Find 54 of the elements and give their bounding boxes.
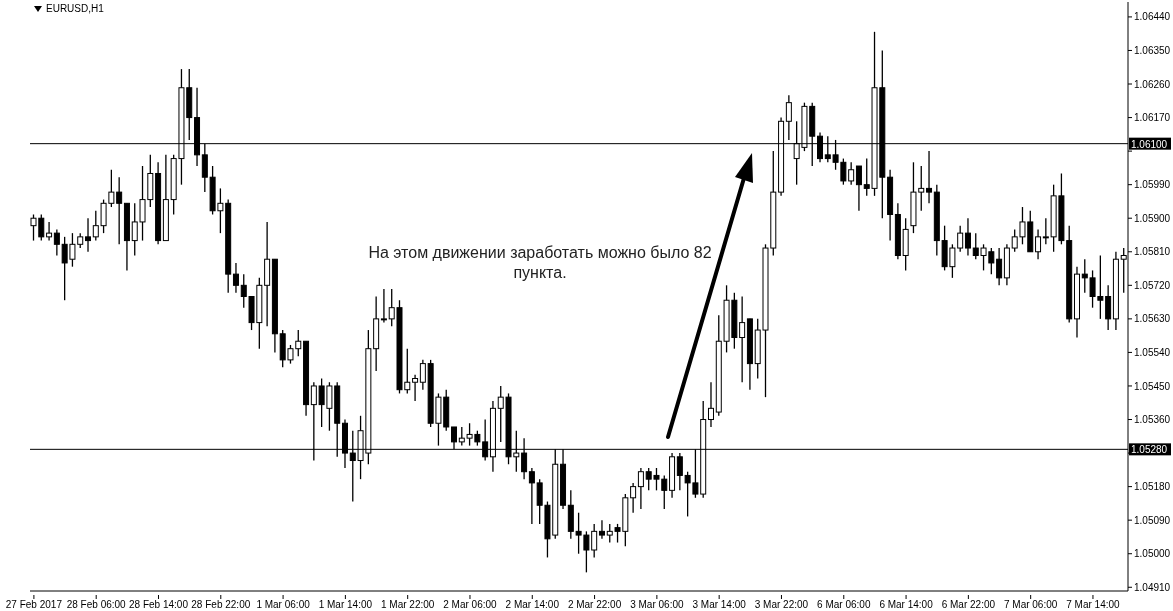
y-tick-label: 1.05180 — [1134, 481, 1171, 493]
ref-line-label: 1.06100 — [1131, 138, 1168, 150]
candlestick — [637, 467, 644, 510]
x-tick-label: 6 Mar 14:00 — [879, 599, 934, 610]
x-tick-label: 3 Mar 22:00 — [754, 599, 809, 610]
y-tick-label: 1.05810 — [1134, 246, 1171, 258]
y-tick-label: 1.04910 — [1134, 581, 1171, 593]
y-tick-label: 1.06440 — [1134, 11, 1171, 23]
chart-title: EURUSD,H1 — [46, 3, 104, 14]
candlestick — [528, 467, 535, 525]
x-tick-label: 28 Feb 06:00 — [66, 599, 127, 610]
candlestick — [785, 94, 792, 141]
candlestick — [996, 247, 1003, 286]
y-tick-label: 1.06260 — [1134, 78, 1171, 90]
x-tick-label: 2 Mar 22:00 — [567, 599, 622, 610]
candlestick — [412, 374, 419, 402]
x-tick-label: 27 Feb 2017 — [5, 599, 63, 610]
candlestick — [855, 165, 862, 212]
x-tick-label: 28 Feb 22:00 — [191, 599, 251, 610]
x-tick-label: 6 Mar 06:00 — [817, 599, 871, 610]
ref-line-label: 1.05280 — [1131, 444, 1168, 456]
x-tick-label: 2 Mar 14:00 — [505, 599, 560, 610]
x-tick-label: 2 Mar 06:00 — [443, 599, 498, 610]
x-tick-label: 28 Feb 14:00 — [129, 599, 189, 610]
x-tick-label: 1 Mar 22:00 — [380, 599, 435, 610]
x-tick-label: 3 Mar 06:00 — [630, 599, 684, 610]
y-tick-label: 1.05000 — [1134, 548, 1171, 560]
y-tick-label: 1.05090 — [1134, 514, 1171, 526]
x-tick-label: 1 Mar 06:00 — [256, 599, 311, 610]
y-tick-label: 1.05360 — [1134, 414, 1171, 426]
annotation: На этом движении заработать можно было 82 пункта. — [367, 243, 713, 283]
candlestick — [926, 150, 933, 204]
x-tick-label: 3 Mar 14:00 — [692, 599, 747, 610]
candlestick — [598, 519, 605, 540]
x-tick-label: 7 Mar 14:00 — [1066, 599, 1121, 610]
x-tick-label: 6 Mar 22:00 — [941, 599, 996, 610]
candlestick — [630, 482, 637, 514]
y-tick-label: 1.06350 — [1134, 45, 1171, 57]
x-tick-label: 1 Mar 14:00 — [318, 599, 373, 610]
candlestick — [85, 217, 92, 253]
y-tick-label: 1.05540 — [1134, 346, 1171, 358]
candlestick — [1035, 228, 1042, 260]
y-tick-label: 1.05450 — [1134, 380, 1171, 392]
x-tick-label: 7 Mar 06:00 — [1003, 599, 1058, 610]
candlestick — [46, 221, 53, 242]
y-tick-label: 1.06170 — [1134, 112, 1171, 124]
candlestick — [707, 381, 714, 428]
y-tick-label: 1.05990 — [1134, 179, 1171, 191]
y-tick-label: 1.05900 — [1134, 212, 1171, 224]
candlestick — [964, 217, 971, 257]
candlestick — [380, 288, 387, 324]
y-tick-label: 1.05720 — [1134, 279, 1171, 291]
y-tick-label: 1.05630 — [1134, 313, 1171, 325]
candlestick — [232, 262, 239, 294]
